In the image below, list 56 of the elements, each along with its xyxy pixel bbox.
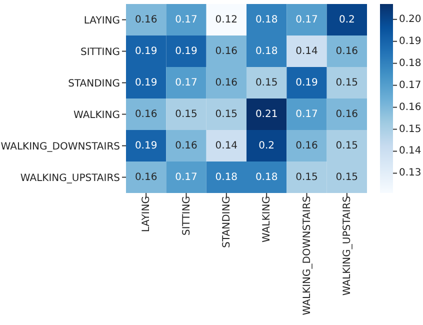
- color-bar-label: 0.13: [399, 168, 422, 179]
- y-tick-label: WALKING_UPSTAIRS: [20, 172, 120, 184]
- data-label: 0.14: [215, 140, 238, 152]
- data-label: 0.15: [175, 108, 198, 120]
- color-bar-label: 0.18: [399, 58, 422, 69]
- data-label: 0.18: [215, 172, 238, 183]
- data-label: 0.17: [296, 108, 318, 120]
- data-label: 0.17: [175, 14, 198, 26]
- data-label: 0.16: [175, 140, 198, 152]
- data-label: 0.15: [296, 172, 318, 183]
- data-label: 0.15: [336, 172, 358, 183]
- x-tick-label: WALKING_DOWNSTAIRS: [302, 196, 313, 316]
- data-label: 0.19: [175, 46, 198, 57]
- data-label: 0.21: [255, 108, 278, 120]
- x-tick-label: LAYING: [141, 196, 152, 232]
- y-tick-label: WALKING: [74, 110, 120, 121]
- color-bar-label: 0.17: [399, 80, 422, 91]
- data-label: 0.19: [134, 46, 158, 57]
- y-tick-label: LAYING: [84, 15, 120, 26]
- x-tick-label: SITTING: [181, 196, 192, 236]
- color-bar-label: 0.15: [399, 124, 422, 135]
- data-label: 0.15: [255, 77, 278, 88]
- data-label: 0.15: [215, 108, 238, 120]
- y-tick-label: WALKING_DOWNSTAIRS: [0, 141, 120, 152]
- data-label: 0.15: [336, 140, 358, 152]
- data-label: 0.2: [258, 140, 275, 152]
- y-tick-label: SITTING: [80, 46, 120, 58]
- x-tick-label: WALKING: [262, 196, 273, 242]
- data-label: 0.18: [255, 172, 278, 183]
- data-label: 0.18: [255, 46, 278, 57]
- data-label: 0.16: [134, 172, 158, 183]
- data-label: 0.15: [336, 77, 358, 88]
- data-label: 0.19: [296, 77, 318, 88]
- x-tick-label: WALKING_UPSTAIRS: [342, 196, 354, 296]
- data-label: 0.12: [215, 14, 238, 26]
- data-label: 0.16: [336, 46, 358, 57]
- data-label: 0.16: [215, 46, 238, 57]
- x-tick-label: STANDING: [222, 196, 233, 248]
- data-label: 0.17: [175, 77, 198, 88]
- y-tick-label: STANDING: [68, 78, 120, 90]
- data-label: 0.16: [336, 108, 358, 120]
- data-label: 0.17: [175, 172, 198, 183]
- color-bar-label: 0.19: [399, 36, 422, 47]
- data-label: 0.2: [338, 14, 355, 26]
- color-bar-label: 0.16: [399, 102, 422, 113]
- color-bar-label: 0.14: [399, 146, 422, 157]
- data-label: 0.19: [134, 140, 158, 152]
- data-label: 0.16: [215, 77, 238, 88]
- data-label: 0.14: [296, 46, 318, 57]
- color-bar-label: 0.20: [399, 14, 422, 25]
- data-label: 0.16: [134, 108, 158, 120]
- data-label: 0.16: [134, 14, 158, 26]
- data-label: 0.16: [296, 140, 318, 152]
- data-label: 0.18: [255, 14, 278, 26]
- data-label: 0.17: [296, 14, 318, 26]
- data-label: 0.19: [134, 77, 158, 88]
